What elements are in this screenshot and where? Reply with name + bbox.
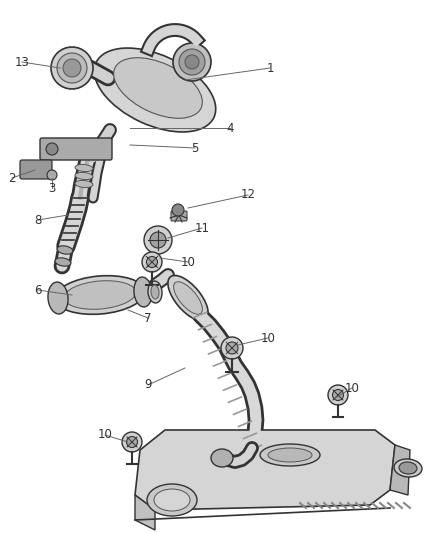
Circle shape [47,170,57,180]
Text: 10: 10 [345,382,360,394]
Ellipse shape [168,276,208,320]
Ellipse shape [127,437,138,448]
Polygon shape [135,430,395,510]
Ellipse shape [150,232,166,248]
Text: 9: 9 [144,378,152,392]
Ellipse shape [75,164,93,172]
Ellipse shape [55,258,71,266]
Ellipse shape [75,173,93,180]
Ellipse shape [55,276,145,314]
Ellipse shape [173,282,202,314]
Ellipse shape [144,226,172,254]
Ellipse shape [260,444,320,466]
Ellipse shape [63,59,81,77]
Ellipse shape [94,48,216,132]
Ellipse shape [328,385,348,405]
Polygon shape [390,445,410,495]
Ellipse shape [221,337,243,359]
Ellipse shape [148,281,162,303]
FancyBboxPatch shape [20,160,52,179]
Text: 1: 1 [266,61,274,75]
Text: 12: 12 [240,189,255,201]
Text: 6: 6 [34,284,42,296]
Circle shape [46,143,58,155]
Ellipse shape [399,462,417,474]
Ellipse shape [64,281,136,309]
Text: 7: 7 [144,311,152,325]
FancyBboxPatch shape [171,211,187,221]
Ellipse shape [226,342,238,354]
Ellipse shape [268,448,312,462]
Polygon shape [135,495,155,530]
Ellipse shape [332,390,343,400]
Ellipse shape [154,489,190,511]
Text: 4: 4 [226,122,234,134]
Text: 13: 13 [14,55,29,69]
Ellipse shape [185,55,199,69]
Circle shape [172,204,184,216]
Text: 10: 10 [261,332,276,344]
Ellipse shape [147,484,197,516]
Ellipse shape [173,43,211,81]
Text: 5: 5 [191,141,199,155]
Ellipse shape [134,277,152,307]
Text: 10: 10 [98,429,113,441]
Ellipse shape [122,432,142,452]
Ellipse shape [211,449,233,467]
Text: 2: 2 [8,172,16,184]
Ellipse shape [179,49,205,75]
Ellipse shape [57,53,87,83]
Text: 3: 3 [48,182,56,195]
Ellipse shape [51,47,93,89]
Ellipse shape [151,285,159,299]
Text: 10: 10 [180,255,195,269]
Ellipse shape [394,459,422,477]
Text: 11: 11 [194,222,209,235]
Ellipse shape [48,282,68,314]
Ellipse shape [114,58,202,118]
Ellipse shape [142,252,162,272]
Ellipse shape [146,256,158,268]
Text: 8: 8 [34,214,42,227]
FancyBboxPatch shape [40,138,112,160]
Ellipse shape [57,246,73,254]
Ellipse shape [75,181,93,188]
